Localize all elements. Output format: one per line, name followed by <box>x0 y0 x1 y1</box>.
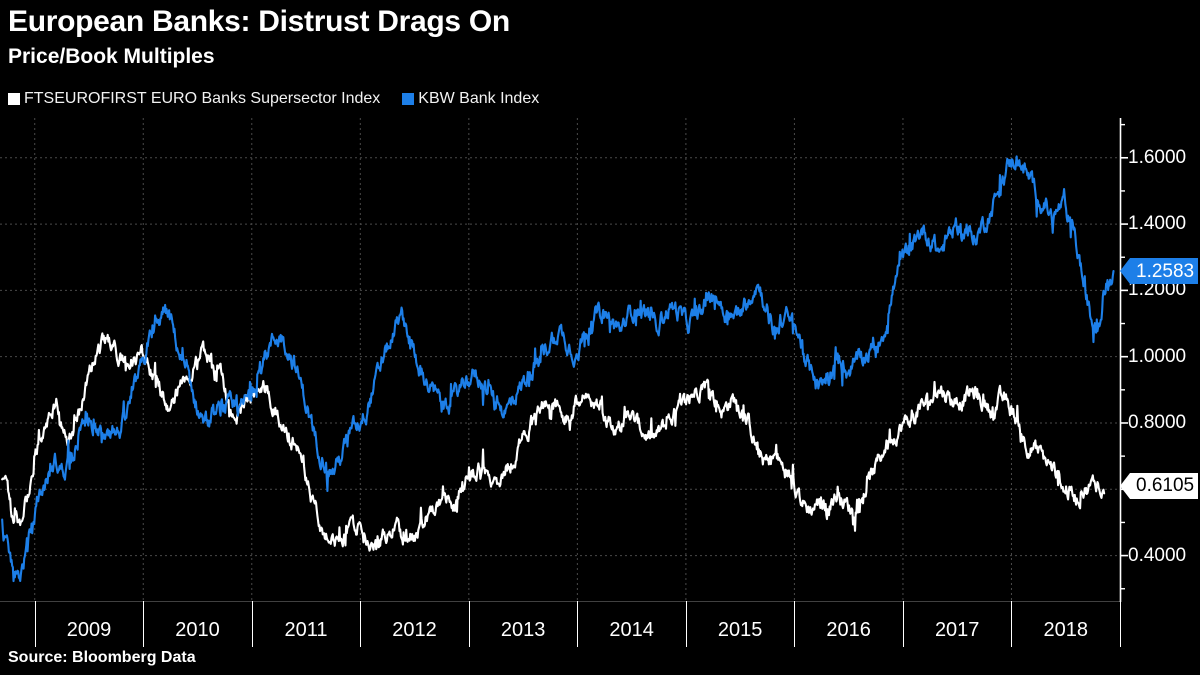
plot-area <box>0 118 1200 602</box>
x-axis-separator <box>902 601 904 647</box>
callout-pointer-icon <box>1120 472 1130 499</box>
x-axis-separator <box>34 601 36 647</box>
x-axis-separator <box>360 601 362 647</box>
x-axis-tick-label: 2017 <box>934 619 980 641</box>
legend-item[interactable]: FTSEUROFIRST EURO Banks Supersector Inde… <box>8 90 380 108</box>
grid-lines <box>0 118 1120 602</box>
y-axis-tick-label: 1.6000 <box>1128 146 1187 168</box>
x-axis-separator <box>794 601 796 647</box>
x-axis-tick-label: 2014 <box>609 619 654 641</box>
y-axis-spine <box>0 118 1128 602</box>
x-axis-tick-label: 2010 <box>175 619 220 641</box>
kbw-value-callout: 1.2583 <box>1120 258 1199 285</box>
ftse-value-callout: 0.6105 <box>1120 472 1199 499</box>
x-axis-separator <box>577 601 579 647</box>
legend-item-label: FTSEUROFIRST EURO Banks Supersector Inde… <box>24 90 381 107</box>
x-axis-separator <box>1120 601 1121 647</box>
data-series <box>1 155 1115 583</box>
legend-item-label: KBW Bank Index <box>418 90 540 107</box>
x-axis-separator <box>468 601 470 647</box>
page-title: European Banks: Distrust Drags On <box>8 5 510 38</box>
y-axis-tick-label: 1.4000 <box>1128 213 1187 235</box>
x-axis-tick-label: 2015 <box>717 619 763 641</box>
callout-value: 1.2583 <box>1136 260 1195 282</box>
legend-item[interactable]: KBW Bank Index <box>402 90 539 108</box>
series-line-ftse <box>1 332 1106 552</box>
series-line-kbw <box>1 155 1115 583</box>
x-axis-separator <box>251 601 253 647</box>
x-axis-tick-label: 2018 <box>1043 619 1088 641</box>
x-axis-tick-label: 2016 <box>826 619 871 641</box>
y-axis-tick-label: 1.0000 <box>1128 345 1187 367</box>
chart-svg <box>0 118 1128 602</box>
x-axis-tick-label: 2009 <box>66 619 112 641</box>
square-swatch-blue-icon <box>402 93 415 105</box>
square-swatch-white-icon <box>8 93 20 105</box>
x-axis-separator <box>685 601 687 647</box>
page-subtitle: Price/Book Multiples <box>8 45 215 68</box>
y-axis-tick-label: 0.4000 <box>1128 544 1187 566</box>
source-note: Source: Bloomberg Data <box>8 649 196 666</box>
x-axis-tick-label: 2012 <box>392 619 437 641</box>
x-axis: 2009 2010 2011 2012 2013 2014 2015 2016 2017 2018 <box>0 601 1200 647</box>
x-axis-tick-label: 2011 <box>284 619 328 641</box>
x-axis-separator <box>143 601 145 647</box>
x-axis-separator <box>1011 601 1013 647</box>
y-axis-tick-label: 1.2000 <box>1128 279 1187 301</box>
y-axis-labels: 0.40000.60000.80001.00001.20001.40001.60… <box>1128 118 1200 602</box>
y-axis-tick-label: 0.8000 <box>1128 411 1187 433</box>
callout-value: 0.6105 <box>1136 475 1195 497</box>
callout-pointer-icon <box>1120 258 1130 285</box>
chart-legend: FTSEUROFIRST EURO Banks Supersector Inde… <box>8 88 561 110</box>
x-axis-tick-label: 2013 <box>500 619 546 641</box>
